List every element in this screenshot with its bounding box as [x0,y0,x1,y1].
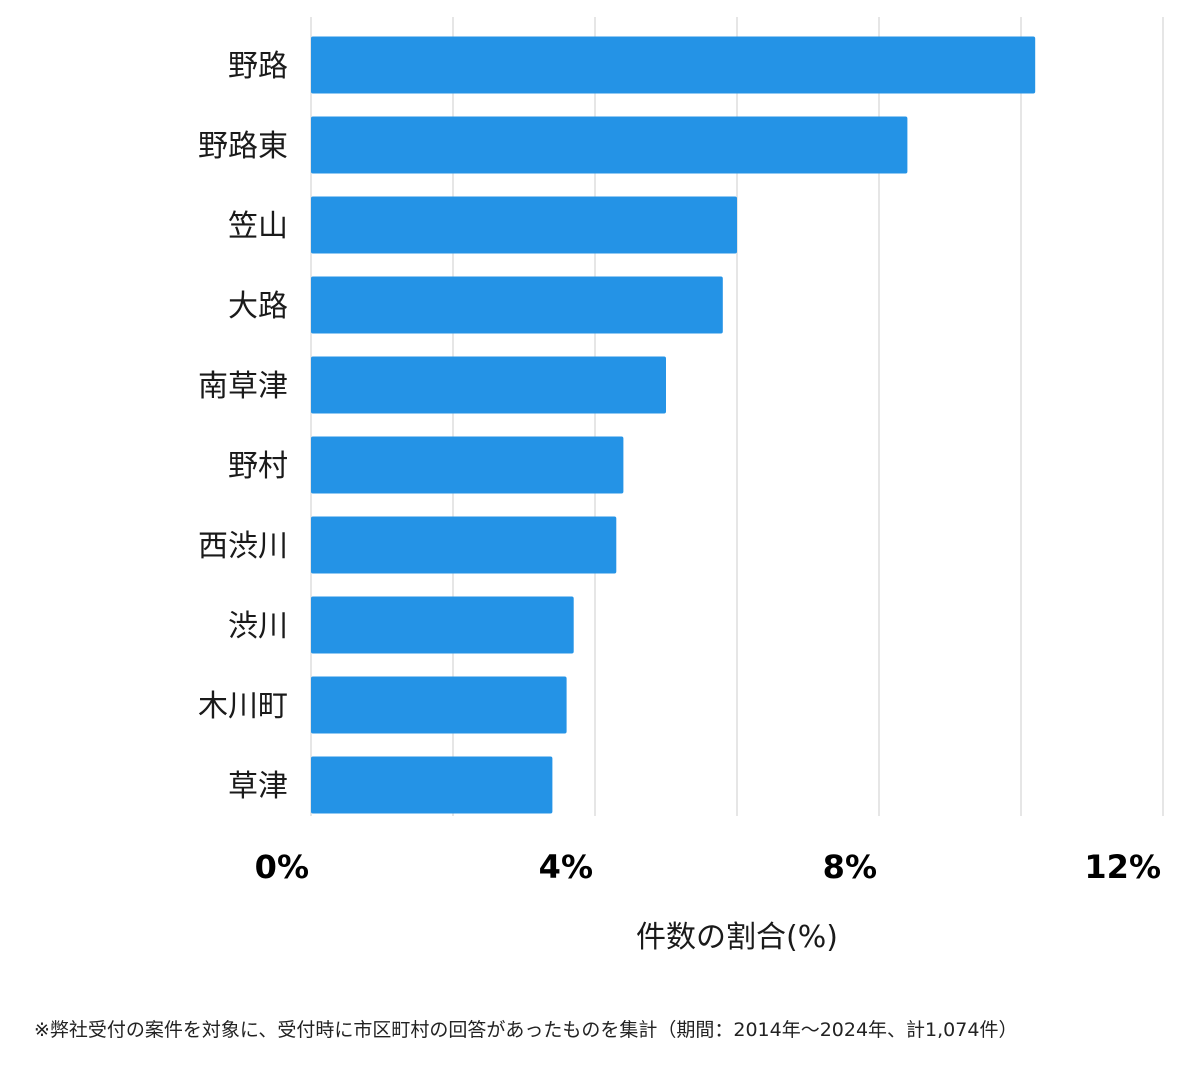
bar [311,756,553,814]
bar [311,276,723,334]
category-label: 笠山 [228,209,288,244]
x-tick-label: 0% [255,848,309,886]
category-label: 木川町 [198,689,288,724]
x-tick-labels: 0% 4% 8% 12% [255,848,1161,886]
bar [311,356,666,414]
bars [311,36,1036,814]
bar [311,196,737,254]
bar [311,436,624,494]
category-label: 野村 [228,449,288,484]
x-tick-label: 12% [1084,848,1161,886]
x-tick-label: 8% [823,848,877,886]
category-label: 渋川 [228,609,288,644]
category-label: 野路 [228,49,288,84]
bar [311,516,617,574]
bar [311,596,574,654]
bar [311,116,908,174]
category-label: 西渋川 [198,529,288,564]
category-label: 大路 [228,289,288,324]
category-label: 野路東 [198,129,288,164]
bar [311,36,1036,94]
x-tick-label: 4% [539,848,593,886]
bar [311,676,567,734]
footnote: ※弊社受付の案件を対象に、受付時に市区町村の回答があったものを集計（期間：201… [34,1019,1018,1041]
x-axis-title: 件数の割合(%) [636,920,838,955]
category-label: 南草津 [198,369,288,404]
category-label: 草津 [228,769,288,804]
